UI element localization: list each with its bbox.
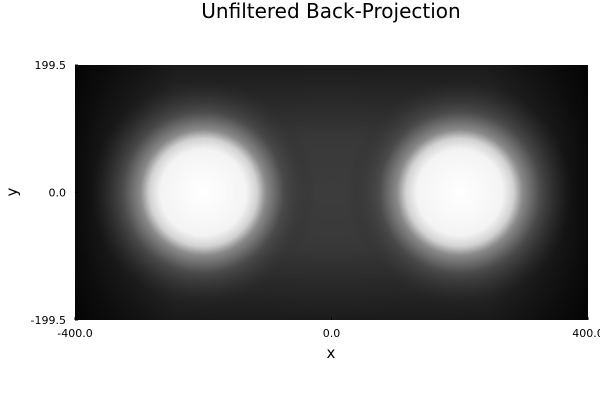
blob-group (91, 80, 572, 305)
chart-title: Unfiltered Back-Projection (201, 0, 460, 23)
x-tick-label: 400.0 (572, 327, 600, 340)
y-tick-label: 0.0 (49, 187, 67, 200)
y-tick-label: -199.5 (31, 314, 66, 327)
y-tick-label: 199.5 (35, 59, 67, 72)
y-axis-label: y (3, 187, 21, 196)
x-tick-label: -400.0 (57, 327, 92, 340)
x-tick-label: 0.0 (323, 327, 341, 340)
heatmap-blob-1 (91, 80, 316, 305)
plot-area (75, 65, 588, 320)
x-axis-label: x (327, 344, 336, 362)
axes: -400.0 0.0 400.0 199.5 0.0 -199.5 (31, 59, 600, 340)
heatmap-blob-2 (347, 80, 572, 305)
